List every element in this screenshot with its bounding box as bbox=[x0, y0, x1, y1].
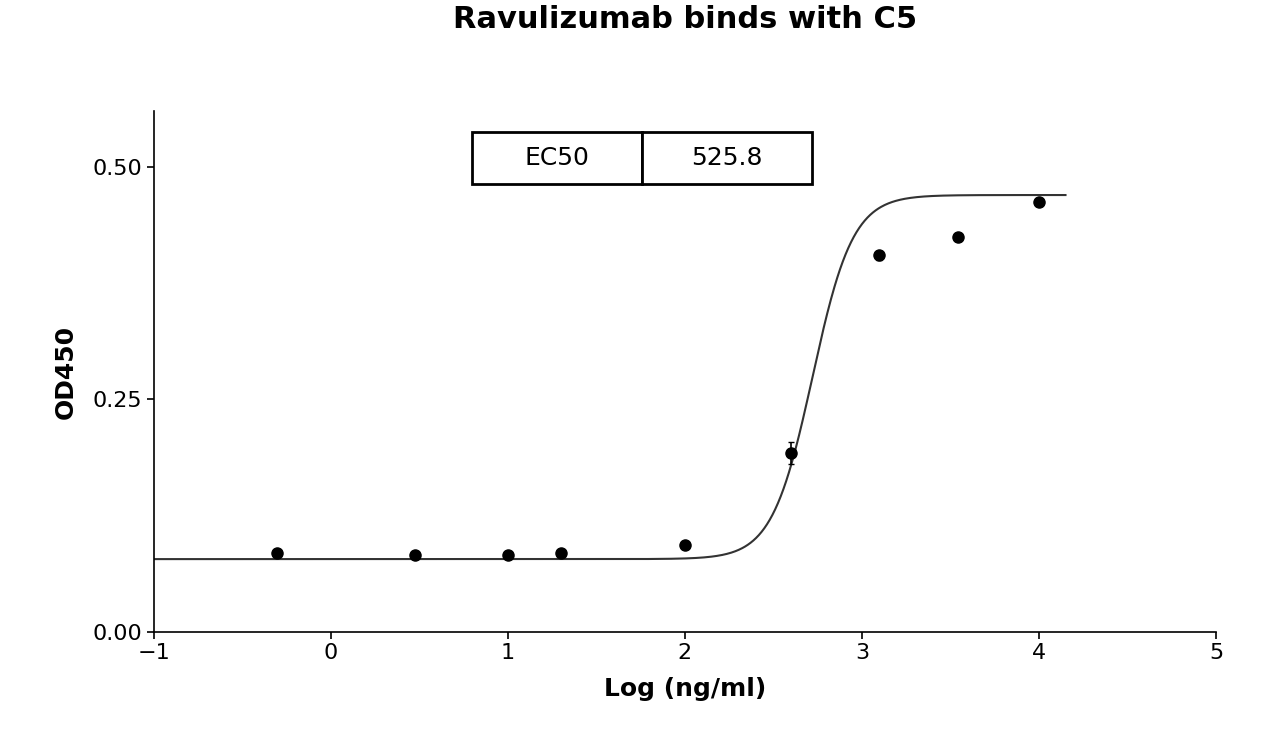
X-axis label: Log (ng/ml): Log (ng/ml) bbox=[604, 677, 765, 701]
Y-axis label: OD450: OD450 bbox=[54, 325, 78, 418]
Title: Ravulizumab binds with C5: Ravulizumab binds with C5 bbox=[453, 5, 916, 34]
